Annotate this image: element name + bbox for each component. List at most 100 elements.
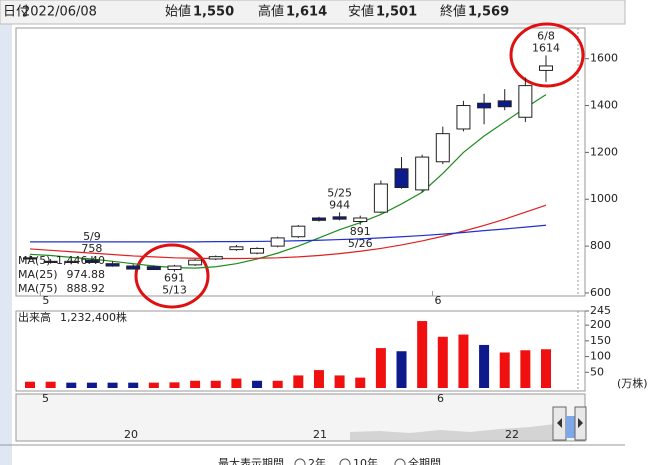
side-strip — [0, 0, 12, 465]
volume-bar — [334, 375, 345, 388]
volume-bar — [272, 380, 283, 388]
y-tick-label: 600 — [590, 286, 611, 299]
candle-body — [332, 216, 347, 220]
header-value: 2022/06/08 — [22, 5, 97, 20]
radio[interactable] — [294, 458, 306, 465]
highlight-circle — [134, 243, 210, 309]
candle-body — [270, 237, 285, 247]
candle-body — [311, 217, 326, 221]
volume-bar — [375, 348, 386, 388]
y-unit: (万株) — [617, 376, 648, 390]
price-panel — [15, 27, 586, 297]
volume-title-bg — [17, 312, 123, 324]
header-value: 1,550 — [193, 5, 234, 20]
volume-bar — [479, 344, 490, 388]
ma-line — [29, 204, 547, 260]
y-tick-label: 1200 — [590, 145, 618, 158]
candle-body — [188, 259, 203, 266]
volume-bar — [396, 351, 407, 388]
volume-bar — [541, 349, 551, 388]
candle-body — [250, 247, 265, 254]
footer-option: 2年 — [308, 456, 326, 465]
header-value: 1,614 — [286, 5, 327, 20]
ma-legend-value: 888.92 — [67, 282, 106, 295]
annotation-date: 5/9 — [83, 230, 101, 243]
volume-title: 出来高 — [18, 310, 51, 324]
annotation-date: 5/13 — [162, 284, 187, 297]
candle-body — [105, 263, 120, 267]
y-tick-label: 150 — [590, 334, 611, 347]
ma-legend-value: 1,446.40 — [56, 254, 105, 267]
y-tick-label: 1000 — [590, 192, 618, 205]
annotation-value: 944 — [329, 198, 350, 211]
footer-option: 全期間 — [408, 456, 441, 465]
x-tick-label: 6 — [434, 294, 441, 307]
y-tick-label: 200 — [590, 318, 611, 331]
volume-bar — [252, 380, 263, 388]
candle-body — [353, 217, 368, 223]
candle-body — [43, 260, 58, 264]
candle-body — [539, 65, 553, 71]
volume-bar — [355, 377, 366, 388]
volume-bar — [313, 370, 324, 388]
header-label: 日付 — [3, 5, 29, 20]
annotation-date: 5/26 — [348, 237, 373, 250]
candle-body — [229, 246, 244, 251]
candle-body — [167, 265, 182, 271]
volume-bar — [520, 350, 531, 388]
annotation-value: 891 — [350, 225, 371, 238]
candle-body — [84, 259, 99, 264]
x-tick-label: 5 — [42, 294, 49, 307]
volume-bar — [231, 378, 242, 388]
candle-body — [23, 257, 37, 260]
nav-top-label: 5 — [42, 392, 49, 405]
volume-latest: 1,232,400株 — [60, 310, 127, 324]
candle-body — [415, 156, 430, 191]
volume-bar — [128, 382, 139, 388]
nav-bottom-label: 21 — [313, 428, 327, 441]
ma-legend-name: MA(75) — [18, 282, 58, 295]
candle-body — [146, 266, 161, 271]
arrow — [578, 418, 583, 428]
header-value: 1,501 — [376, 5, 417, 20]
highlight-circle — [509, 22, 585, 88]
candle-body — [373, 183, 388, 213]
ma-legend-name: MA(5) — [18, 254, 51, 267]
volume-bar — [437, 336, 448, 388]
header-bar — [0, 0, 626, 25]
header-label: 始値 — [165, 4, 191, 20]
volume-bar — [66, 382, 77, 388]
annotation-value: 1614 — [532, 41, 560, 54]
y-tick-label: 800 — [590, 239, 611, 252]
annotation-date: 6/8 — [537, 29, 555, 42]
volume-bar — [45, 381, 56, 388]
y-tick-label: 50 — [590, 365, 604, 378]
header-label: 安値 — [348, 4, 374, 20]
ma-legend-value: 974.88 — [67, 268, 106, 281]
candle-body — [518, 85, 533, 118]
scroll-thumb[interactable] — [566, 416, 575, 438]
footer-label: 最大表示期間 — [218, 456, 284, 465]
volume-bar — [417, 321, 428, 388]
nav-bottom-label: 20 — [124, 428, 138, 441]
ma-line — [30, 224, 547, 243]
y-tick-label: 100 — [590, 350, 611, 363]
volume-bar — [107, 382, 118, 388]
radio[interactable] — [339, 458, 351, 465]
radio[interactable] — [394, 458, 406, 465]
ma-line — [29, 94, 547, 269]
candle-body — [64, 260, 79, 264]
candle-body — [456, 105, 471, 130]
candle-body — [126, 265, 141, 270]
nav-top-label: 6 — [437, 392, 444, 405]
candle-body — [477, 102, 492, 109]
y-tick-label: 1400 — [590, 99, 618, 112]
volume-bar — [458, 334, 469, 388]
footer-option: 10年 — [353, 456, 378, 465]
y-tick-label: 245 — [590, 304, 611, 317]
annotation-value: 691 — [164, 272, 185, 285]
annotation-date: 5/25 — [327, 186, 352, 199]
candle-body — [435, 133, 450, 163]
